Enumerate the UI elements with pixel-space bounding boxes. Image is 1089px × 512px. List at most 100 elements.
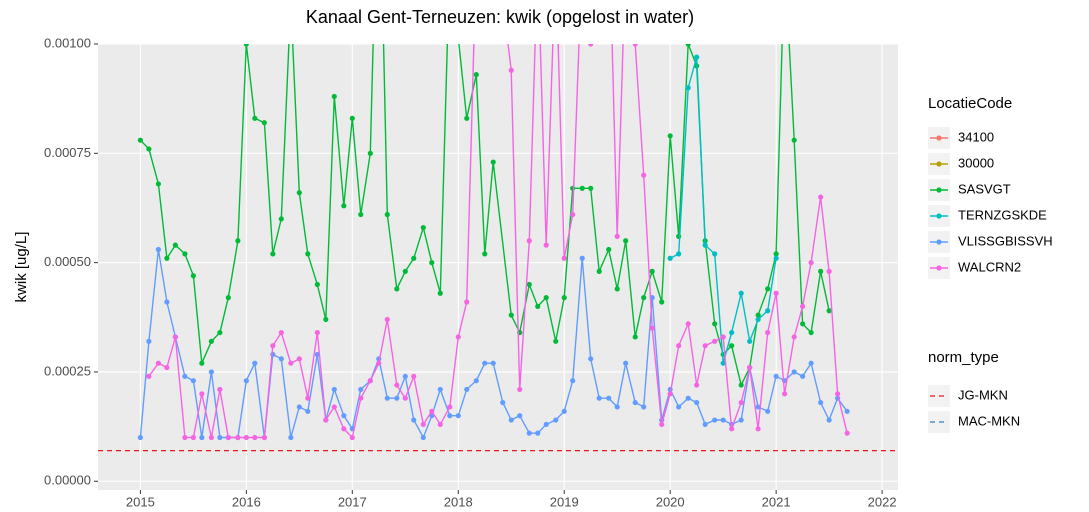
legend-swatch xyxy=(936,187,942,193)
y-axis-title: kwik [ug/L] xyxy=(13,232,30,303)
chart-title: Kanaal Gent-Terneuzen: kwik (opgelost in… xyxy=(306,7,694,27)
data-point xyxy=(508,67,514,73)
data-point xyxy=(800,321,806,327)
data-point xyxy=(844,408,850,414)
data-point xyxy=(791,369,797,375)
data-point xyxy=(402,373,408,379)
data-point xyxy=(765,329,771,336)
x-tick-label: 2017 xyxy=(338,494,367,509)
data-point xyxy=(331,404,337,410)
data-point xyxy=(649,268,655,274)
data-point xyxy=(278,356,284,362)
data-point xyxy=(447,413,453,419)
data-point xyxy=(420,421,426,428)
data-point xyxy=(596,395,602,401)
data-point xyxy=(137,434,143,441)
data-point xyxy=(252,360,258,366)
data-point xyxy=(172,334,178,340)
x-tick-label: 2019 xyxy=(550,494,579,509)
y-tick-label: 0.00050 xyxy=(44,254,91,269)
data-point xyxy=(712,417,718,423)
data-point xyxy=(331,386,337,393)
data-point xyxy=(208,338,214,344)
legend-swatch xyxy=(936,161,942,167)
data-point xyxy=(394,395,400,401)
data-point xyxy=(278,329,284,336)
data-point xyxy=(729,426,735,432)
legend-label: VLISSGBISSVH xyxy=(958,233,1053,248)
x-tick-label: 2016 xyxy=(232,494,261,509)
data-point xyxy=(570,185,576,191)
data-point xyxy=(720,334,726,340)
data-point xyxy=(694,382,700,388)
data-point xyxy=(411,417,417,423)
data-point xyxy=(685,321,691,327)
data-point xyxy=(773,290,779,296)
data-point xyxy=(182,434,188,441)
data-point xyxy=(614,233,620,239)
data-point xyxy=(500,0,505,3)
data-point xyxy=(641,404,647,410)
data-point xyxy=(614,286,620,292)
data-point xyxy=(641,295,647,301)
data-point xyxy=(367,378,373,384)
data-point xyxy=(570,211,576,218)
data-point xyxy=(190,273,196,279)
data-point xyxy=(376,360,382,366)
data-point xyxy=(464,299,470,305)
data-point xyxy=(526,238,532,244)
data-point xyxy=(331,93,337,100)
data-point xyxy=(137,137,143,143)
data-point xyxy=(482,360,488,366)
data-point xyxy=(543,242,549,248)
panel-background xyxy=(98,44,898,490)
data-point xyxy=(694,399,700,406)
data-point xyxy=(314,281,320,288)
data-point xyxy=(367,150,373,156)
data-point xyxy=(561,408,567,414)
data-point xyxy=(720,360,726,366)
data-point xyxy=(535,303,541,309)
data-point xyxy=(341,203,347,209)
data-point xyxy=(261,120,267,126)
data-point xyxy=(808,360,814,366)
data-point xyxy=(561,255,567,261)
y-tick-label: 0.00000 xyxy=(44,473,91,488)
data-point xyxy=(341,426,347,432)
data-point xyxy=(659,421,665,428)
data-point xyxy=(164,364,170,371)
data-point xyxy=(844,430,850,436)
data-point xyxy=(384,395,390,401)
data-point xyxy=(667,133,673,139)
data-point xyxy=(490,360,496,366)
data-point xyxy=(747,364,753,371)
data-point xyxy=(729,343,735,349)
legend-label: WALCRN2 xyxy=(958,259,1021,274)
data-point xyxy=(358,395,364,401)
data-point xyxy=(341,413,347,419)
data-point xyxy=(288,434,294,441)
data-point xyxy=(808,329,814,336)
data-point xyxy=(747,338,753,344)
data-point xyxy=(146,338,152,344)
data-point xyxy=(755,312,761,318)
data-point xyxy=(588,44,594,47)
data-point xyxy=(702,242,708,248)
data-point xyxy=(694,54,700,60)
data-point xyxy=(225,434,231,441)
data-point xyxy=(146,146,152,152)
y-tick-label: 0.00100 xyxy=(44,35,91,50)
data-point xyxy=(252,115,258,121)
data-point xyxy=(146,373,152,379)
data-point xyxy=(314,329,320,336)
data-point xyxy=(225,295,231,301)
data-point xyxy=(738,290,744,296)
data-point xyxy=(288,360,294,366)
data-point xyxy=(588,185,594,191)
data-point xyxy=(765,286,771,292)
data-point xyxy=(791,137,797,143)
data-point xyxy=(182,373,188,379)
data-point xyxy=(305,408,311,414)
data-point xyxy=(270,251,276,257)
